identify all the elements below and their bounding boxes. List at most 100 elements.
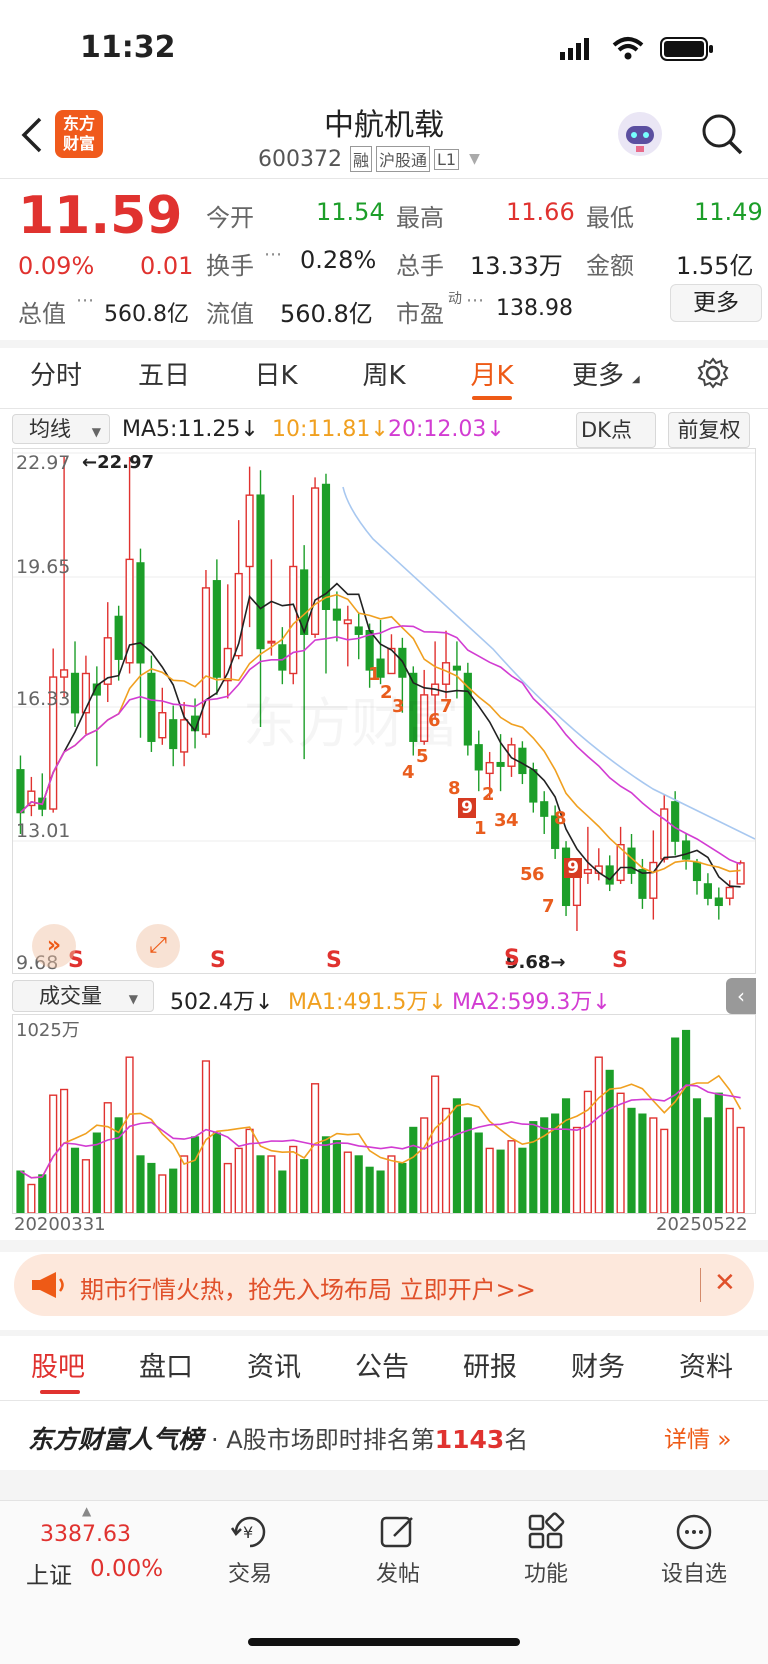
candle-body [474,744,483,771]
sell-signal: S [68,948,84,973]
volume-bar [267,1155,276,1213]
candle-body [441,662,451,685]
volume-bar [245,1128,254,1213]
tab-research[interactable]: 研报 [463,1352,517,1383]
stock-code-row[interactable]: 600372 融 沪股通 L1 ▼ [258,146,480,172]
candle-body [300,569,309,635]
volume-bar [507,1140,516,1213]
badge-level: L1 [434,148,460,170]
volume-selector[interactable]: 成交量 ▼ [12,980,154,1012]
watchlist-icon[interactable] [674,1512,714,1556]
pe-label: 市盈 [396,300,444,328]
collapse-panel-icon[interactable]: ‹ [726,978,756,1014]
candle-body [169,719,178,750]
turnover-value: 0.28% [300,246,377,274]
volume-selector-label: 成交量 [39,984,102,1008]
kline-chart[interactable]: 东方财富 [12,448,756,974]
ranking-number: 1143 [434,1425,505,1454]
volume-ma1-line [20,1074,742,1179]
tab-daily-k[interactable]: 日K [254,361,298,391]
robot-assistant-icon[interactable] [616,110,664,162]
nav-post[interactable]: 发帖 [375,1562,420,1587]
active-tab-underline [472,396,512,400]
tab-profile[interactable]: 资料 [679,1352,733,1383]
candle-body [496,761,505,767]
nav-watchlist[interactable]: 设自选 [660,1562,727,1587]
trade-icon[interactable]: ¥ [230,1512,270,1556]
candle-body [234,572,243,657]
change-percent: 0.09% [18,252,95,280]
tab-pankou[interactable]: 盘口 [139,1352,193,1383]
volume-bar [605,1069,614,1213]
low-label: 最低 [586,204,634,232]
volume-bar [561,1098,571,1213]
tab-announcements[interactable]: 公告 [355,1352,409,1383]
close-icon[interactable]: ✕ [714,1268,736,1298]
tab-news[interactable]: 资讯 [247,1352,301,1383]
volume-bar [354,1155,363,1213]
high-annotation: ←22.97 [82,452,155,473]
volume-ma1: MA1:491.5万↓ [288,990,447,1015]
tab-guba[interactable]: 股吧 [31,1352,85,1383]
low-value: 11.49 [694,198,763,226]
signal-number: 5 [416,746,429,767]
open-value: 11.54 [316,198,385,226]
watermark: 东方财富 [243,679,459,758]
volume-bar [376,1170,385,1213]
badge-margin: 融 [349,146,372,172]
adjust-button[interactable]: 前复权 [668,412,750,448]
candle-body [540,801,549,817]
tab-more[interactable]: 更多 [571,361,624,391]
nav-functions[interactable]: 功能 [523,1562,568,1587]
info-icon[interactable]: ⋯ [264,244,282,265]
info-icon[interactable]: ⋯ [466,290,484,311]
more-button[interactable]: 更多 [670,284,762,322]
fullscreen-icon[interactable]: ⤢ [136,924,180,968]
dk-point-button[interactable]: DK点 [576,412,656,448]
dk-label: DK点 [581,418,632,442]
candle-body [158,712,167,739]
tab-intraday[interactable]: 分时 [29,361,82,391]
candle-body [60,669,69,678]
details-link[interactable]: 详情 » [664,1420,731,1454]
banner-text[interactable]: 期市行情火热，抢先入场布局 立即开户>> [80,1276,536,1304]
signal-number: 7 [440,696,453,717]
settings-icon[interactable] [696,356,730,394]
logo-text-1: 东方 [62,114,95,133]
candle-body [572,872,582,907]
volume-bar [136,1155,145,1213]
info-icon[interactable]: ⋯ [76,290,94,311]
nav-trade[interactable]: 交易 [227,1562,272,1587]
ranking-brand: 东方财富人气榜 [28,1425,204,1454]
expand-arrows-icon[interactable]: » [32,924,76,968]
post-icon[interactable] [378,1512,418,1556]
tab-finance[interactable]: 财务 [571,1352,625,1383]
candle-body [212,580,221,678]
ma-selector[interactable]: 均线 ▼ [12,414,110,444]
tab-weekly-k[interactable]: 周K [362,361,406,391]
signal-number: 5 [520,864,533,885]
tab-monthly-k[interactable]: 月K [470,361,514,391]
volume-bar [692,1098,702,1213]
ma20-line [19,625,741,866]
volume-bar [310,1083,320,1213]
active-section-underline [40,1390,80,1394]
volume-bar [365,1166,374,1213]
volume-bar [27,1183,36,1213]
back-icon[interactable] [18,115,44,159]
ma-selector-label: 均线 [29,417,71,441]
volume-chart[interactable] [12,1014,756,1214]
ranking-row[interactable]: 东方财富人气榜 · A股市场即时排名第 1143 名 [28,1420,528,1456]
tab-five-day[interactable]: 五日 [137,361,190,391]
logo-text-2: 财富 [62,134,95,153]
search-icon[interactable] [700,112,744,160]
volume-bar [300,1159,309,1213]
functions-icon[interactable] [526,1512,566,1556]
signal-number: 8 [448,778,461,799]
signal-number: 3 [392,696,405,717]
volume-bar [278,1170,287,1213]
volume-bar [409,1126,418,1213]
promo-banner[interactable] [14,1254,754,1316]
signal-number: 4 [402,762,415,783]
index-value[interactable]: 3387.63 [40,1522,131,1547]
